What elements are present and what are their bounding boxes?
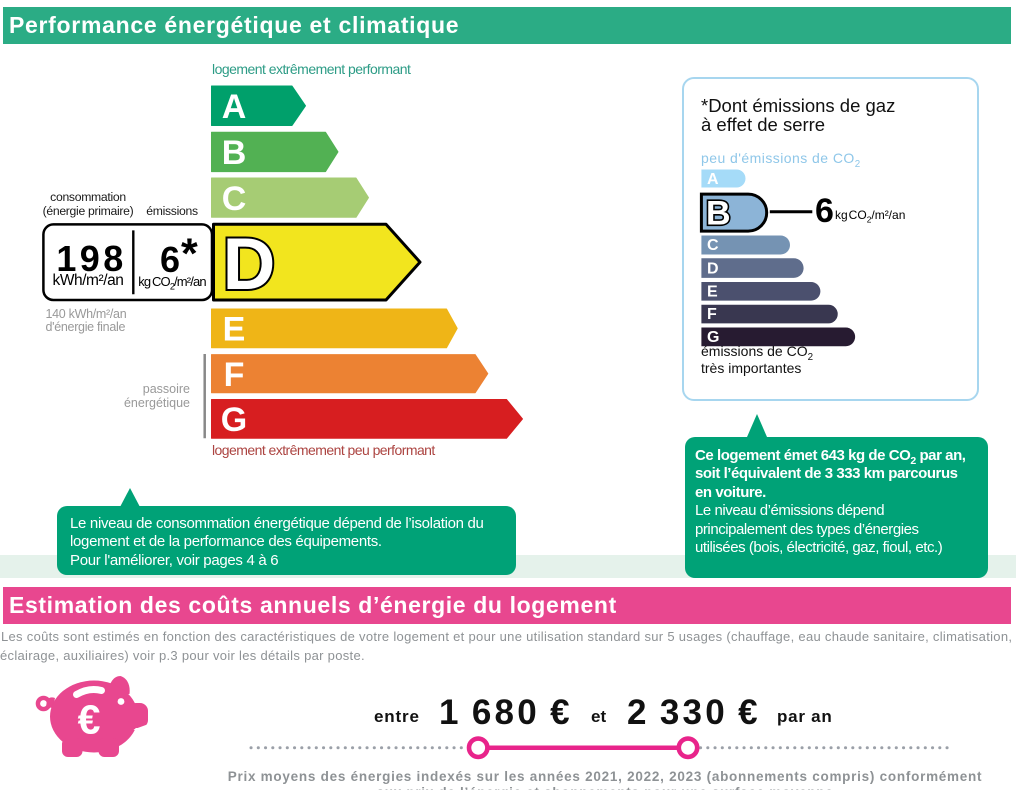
svg-text:B: B — [222, 134, 247, 172]
svg-text:A: A — [222, 88, 247, 126]
svg-text:D: D — [223, 224, 276, 305]
svg-text:B: B — [706, 195, 731, 233]
svg-text:€: € — [78, 697, 101, 743]
svg-text:F: F — [224, 356, 245, 394]
svg-text:G: G — [221, 401, 247, 439]
svg-text:G: G — [707, 329, 719, 346]
svg-text:E: E — [707, 283, 718, 300]
svg-text:E: E — [223, 311, 246, 349]
svg-text:D: D — [707, 261, 719, 278]
svg-text:A: A — [707, 171, 719, 188]
svg-text:C: C — [222, 180, 247, 218]
svg-text:F: F — [707, 306, 717, 323]
svg-text:C: C — [707, 237, 719, 254]
